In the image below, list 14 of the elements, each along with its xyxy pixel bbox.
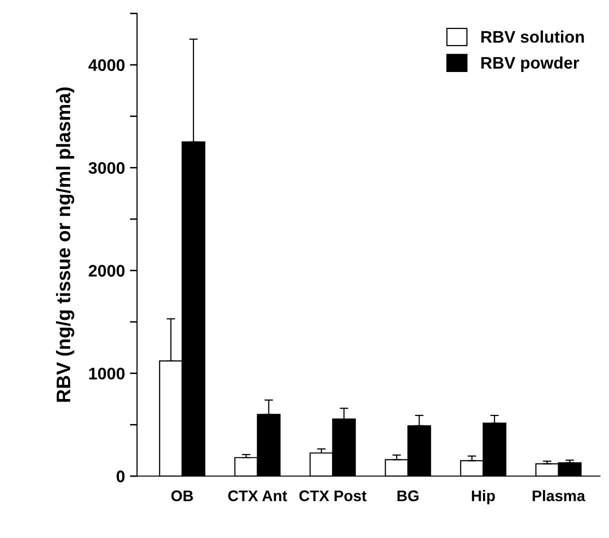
y-tick-label: 4000 [88,59,125,72]
x-tick-label: Plasma [532,490,586,502]
legend-label: RBV solution [481,30,584,43]
legend-label: RBV powder [481,56,580,72]
y-tick-label: 1000 [89,368,125,380]
x-tick-label: Hip [472,490,495,504]
x-tick-label: CTX Ant [228,490,288,502]
x-tick-label: OB [171,490,193,502]
x-tick-label: BG [398,490,418,502]
y-tick-label: 2000 [88,264,125,277]
x-tick-label: CTX Post [299,490,366,502]
y-axis-title: RBV (ng/g tissue or ng/ml plasma) [56,87,74,402]
y-tick-label: 3000 [88,162,125,174]
y-tick-label: 0 [116,470,125,482]
